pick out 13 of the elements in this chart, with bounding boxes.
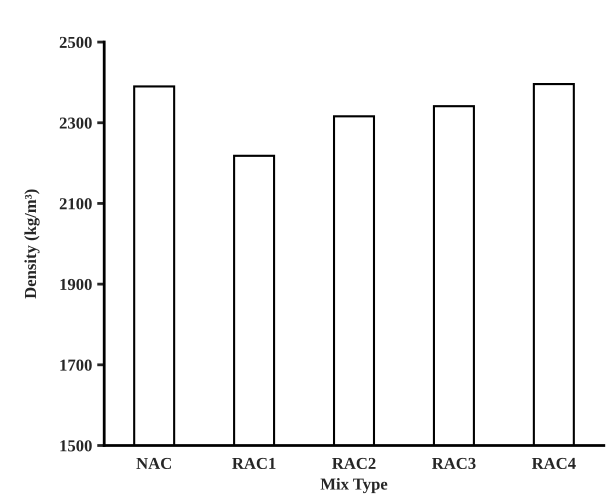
- y-tick-label: 2100: [60, 198, 92, 210]
- y-tick-label: 2500: [60, 36, 92, 48]
- x-tick-label: RAC4: [532, 458, 576, 470]
- y-axis-title: Density (kg/m³): [24, 189, 40, 299]
- y-tick-label: 1700: [60, 360, 92, 371]
- x-tick-label: RAC1: [232, 458, 276, 470]
- y-tick-label: 1900: [60, 278, 92, 290]
- y-tick-label: 2300: [60, 117, 92, 129]
- y-tick-label: 1500: [60, 440, 92, 452]
- x-tick-label: RAC2: [332, 458, 376, 470]
- x-axis-title: Mix Type: [320, 478, 388, 494]
- x-tick-label: NAC: [136, 458, 171, 470]
- x-tick-label: RAC3: [432, 458, 476, 470]
